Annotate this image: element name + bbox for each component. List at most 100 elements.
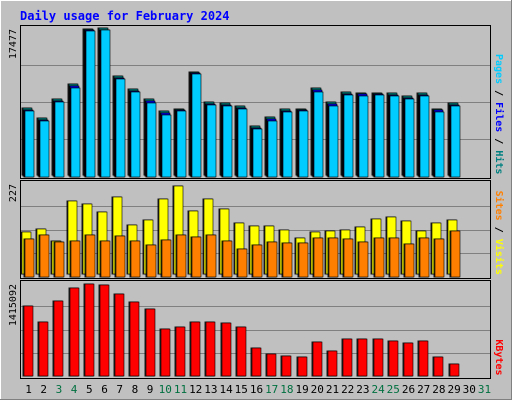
bar-sites-7 [115, 235, 126, 278]
bar-kbytes-7 [114, 293, 125, 377]
bar-kbytes-29 [449, 363, 460, 377]
bar-pages-22 [343, 94, 354, 178]
series-axis-label: KBytes [493, 339, 504, 375]
day-label-7: 7 [116, 383, 123, 396]
bar-sites-26 [404, 243, 415, 278]
day-label-14: 14 [219, 383, 233, 396]
bar-sites-23 [358, 241, 369, 278]
day-label-3: 3 [56, 383, 63, 396]
bar-kbytes-27 [418, 340, 429, 377]
x-axis-day-labels: 1 2 3 4 5 6 7 8 9 10 11 12 13 14 15 16 17 18 19 20 21 22 23 24 2… [25, 383, 491, 396]
bar-pages-7 [115, 78, 126, 178]
bar-kbytes-16 [251, 347, 262, 377]
y-max-label: 17477 [8, 29, 19, 59]
bar-kbytes-1 [23, 305, 34, 377]
bar-pages-28 [434, 111, 445, 178]
bar-pages-26 [404, 98, 415, 178]
bar-sites-10 [161, 239, 172, 278]
day-label-23: 23 [356, 383, 369, 396]
bar-kbytes-23 [357, 338, 368, 377]
panel-kbytes: 1415092 KBytes [8, 280, 504, 379]
bar-kbytes-21 [327, 350, 338, 377]
day-label-11: 11 [174, 383, 187, 396]
bar-pages-3 [54, 101, 65, 178]
day-label-18: 18 [280, 383, 293, 396]
bar-sites-21 [328, 237, 339, 278]
series-kbytes [22, 283, 460, 377]
bar-pages-14 [222, 105, 233, 178]
bar-kbytes-19 [297, 356, 308, 377]
bar-sites-19 [298, 242, 309, 278]
bar-sites-11 [176, 234, 187, 278]
axis-label-part: Visits [493, 239, 505, 275]
bar-pages-27 [419, 95, 430, 178]
day-label-30: 30 [463, 383, 476, 396]
bar-kbytes-13 [205, 321, 216, 377]
day-label-24: 24 [371, 383, 385, 396]
day-label-21: 21 [326, 383, 339, 396]
axis-label-part: / [493, 221, 504, 239]
bar-kbytes-9 [145, 308, 156, 377]
bar-pages-23 [358, 95, 369, 178]
day-label-1: 1 [25, 383, 32, 396]
series-axis-label: Sites / Visits [493, 191, 505, 275]
y-max-label: 1415092 [8, 284, 19, 326]
axis-label-part: KBytes [493, 339, 504, 375]
bar-sites-16 [252, 244, 263, 278]
bar-pages-12 [191, 73, 202, 178]
day-label-19: 19 [295, 383, 308, 396]
day-label-27: 27 [417, 383, 430, 396]
bar-pages-20 [313, 91, 324, 178]
bar-sites-13 [206, 234, 217, 278]
bar-kbytes-12 [190, 321, 201, 377]
bar-kbytes-24 [373, 338, 384, 377]
bar-kbytes-2 [38, 321, 49, 377]
bar-pages-9 [146, 102, 157, 178]
bar-pages-1 [24, 110, 35, 178]
day-label-31: 31 [478, 383, 491, 396]
axis-label-part: / [493, 132, 504, 150]
day-label-26: 26 [402, 383, 415, 396]
day-label-28: 28 [432, 383, 445, 396]
day-label-9: 9 [147, 383, 154, 396]
bar-kbytes-4 [69, 287, 80, 377]
day-label-4: 4 [71, 383, 78, 396]
axis-label-part: / [493, 84, 504, 102]
bar-pages-16 [252, 128, 263, 178]
bar-sites-6 [100, 240, 111, 278]
bar-kbytes-3 [53, 300, 64, 377]
bar-kbytes-20 [312, 341, 323, 377]
axis-label-part: Hits [493, 150, 505, 174]
day-label-25: 25 [387, 383, 400, 396]
bar-pages-25 [389, 95, 400, 178]
day-label-10: 10 [159, 383, 172, 396]
bar-sites-22 [343, 238, 354, 278]
bar-sites-17 [267, 241, 278, 278]
bar-sites-14 [222, 240, 233, 278]
bar-sites-24 [374, 237, 385, 278]
bar-kbytes-26 [403, 342, 414, 377]
bar-pages-17 [267, 120, 278, 178]
bar-pages-2 [39, 120, 50, 178]
series-sites [23, 230, 461, 278]
bar-pages-5 [85, 30, 96, 178]
day-label-5: 5 [86, 383, 93, 396]
bar-sites-28 [434, 238, 445, 278]
bar-sites-15 [237, 248, 248, 278]
bar-kbytes-5 [84, 283, 95, 377]
axis-label-part: Sites [493, 191, 505, 221]
bar-sites-27 [419, 237, 430, 278]
chart-panels: 17477 Pages / Files / Hits 227 Sites / Visi… [8, 25, 505, 379]
day-label-22: 22 [341, 383, 354, 396]
series-axis-label: Pages / Files / Hits [493, 54, 505, 174]
bar-pages-19 [298, 110, 309, 178]
bar-kbytes-22 [342, 338, 353, 377]
series-pages [23, 29, 461, 178]
bar-sites-5 [85, 234, 96, 278]
bar-pages-6 [100, 29, 111, 178]
bar-kbytes-25 [388, 340, 399, 377]
bar-pages-4 [70, 87, 81, 178]
bar-sites-1 [24, 238, 35, 278]
